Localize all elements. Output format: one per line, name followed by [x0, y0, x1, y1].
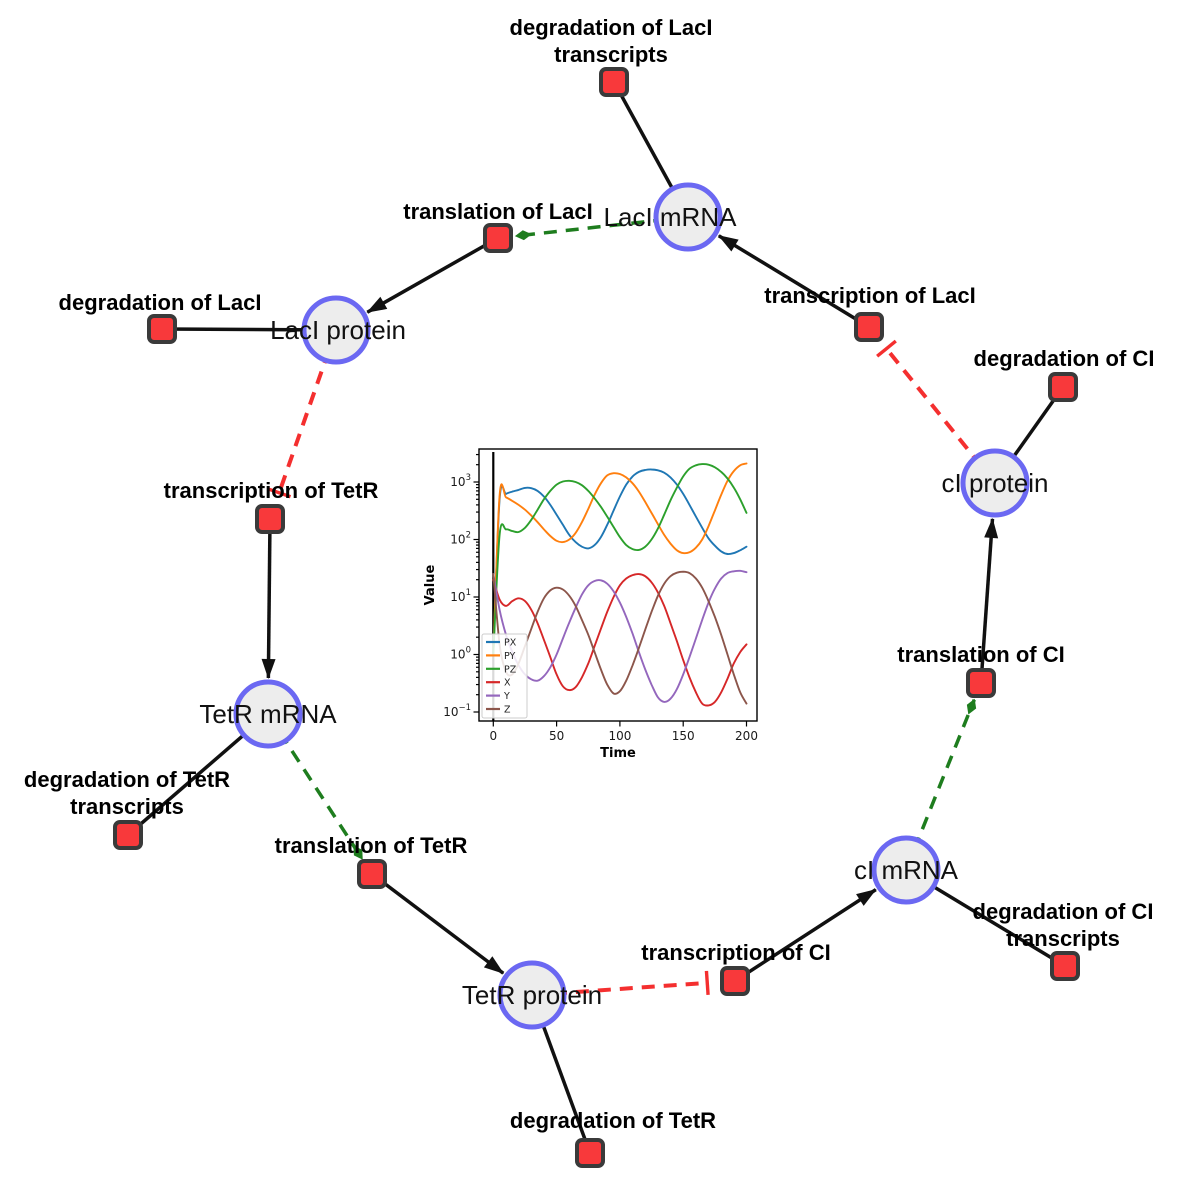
- species-label-laci-protein: LacI protein: [270, 315, 406, 345]
- species-node-laci-mrna[interactable]: [653, 182, 723, 252]
- edge-production-translation-of-laci-to-laci-protein: [366, 236, 499, 314]
- species-node-ci-protein[interactable]: [960, 448, 1030, 518]
- species-label-ci-mrna: cI mRNA: [854, 855, 959, 885]
- reaction-label-degradation-of-laci: degradation of LacI: [59, 290, 262, 315]
- y-tick-label: 100: [450, 646, 471, 662]
- curve-z: [492, 570, 748, 705]
- reaction-label-degradation-of-ci: degradation of CI: [974, 346, 1155, 371]
- species-node-ci-mrna[interactable]: [871, 835, 941, 905]
- reaction-node-transcription-of-tetr[interactable]: [255, 504, 285, 534]
- legend-label-x: X: [504, 678, 511, 689]
- reaction-node-translation-of-ci[interactable]: [966, 668, 996, 698]
- species-label-laci-mrna: LacI mRNA: [604, 202, 738, 232]
- reaction-node-degradation-of-tetr[interactable]: [575, 1138, 605, 1168]
- curve-px: [492, 468, 748, 656]
- reaction-label-transcription-of-tetr: transcription of TetR: [164, 478, 379, 503]
- x-tick-label: 200: [735, 729, 758, 743]
- plot-curves: [492, 462, 748, 707]
- y-tick-label: 103: [450, 473, 471, 489]
- reaction-label-degradation-of-tetr: degradation of TetR: [510, 1108, 716, 1133]
- reaction-node-degradation-of-tetr-transcripts[interactable]: [113, 820, 143, 850]
- legend-label-pz: PZ: [504, 664, 517, 675]
- legend-label-z: Z: [504, 705, 511, 716]
- species-node-tetr-mrna[interactable]: [233, 679, 303, 749]
- reaction-label-degradation-of-ci-transcripts: degradation of CI transcripts: [973, 899, 1154, 951]
- reaction-node-degradation-of-laci-transcripts[interactable]: [599, 67, 629, 97]
- y-tick-label: 101: [450, 588, 471, 604]
- reaction-node-translation-of-laci[interactable]: [483, 223, 513, 253]
- edge-production-transcription-of-laci-to-laci-mrna: [717, 234, 870, 329]
- reaction-node-degradation-of-ci[interactable]: [1048, 372, 1078, 402]
- reaction-label-transcription-of-ci: transcription of CI: [641, 940, 830, 965]
- edge-production-transcription-of-tetr-to-tetr-mrna: [261, 518, 276, 680]
- legend-label-y: Y: [503, 691, 510, 702]
- species-node-laci-protein[interactable]: [301, 295, 371, 365]
- edge-production-translation-of-ci-to-ci-protein: [979, 517, 999, 684]
- x-tick-label: 0: [489, 729, 497, 743]
- reaction-node-transcription-of-laci[interactable]: [854, 312, 884, 342]
- curve-pz: [492, 463, 748, 656]
- axes-frame: [478, 448, 758, 722]
- y-tick-label: 102: [450, 531, 471, 547]
- reaction-label-degradation-of-tetr-transcripts: degradation of TetR transcripts: [24, 767, 230, 819]
- reaction-label-translation-of-ci: translation of CI: [897, 642, 1064, 667]
- species-node-tetr-protein[interactable]: [497, 960, 567, 1030]
- x-tick-label: 50: [549, 729, 564, 743]
- reaction-node-translation-of-tetr[interactable]: [357, 859, 387, 889]
- reaction-node-degradation-of-laci[interactable]: [147, 314, 177, 344]
- x-tick-label: 150: [672, 729, 695, 743]
- y-tick-label: 10−1: [443, 703, 471, 719]
- species-label-ci-protein: cI protein: [942, 468, 1049, 498]
- species-label-tetr-protein: TetR protein: [462, 980, 602, 1010]
- edge-production-transcription-of-ci-to-ci-mrna: [734, 888, 877, 983]
- reaction-label-transcription-of-laci: transcription of LacI: [764, 283, 975, 308]
- reaction-label-translation-of-tetr: translation of TetR: [275, 833, 468, 858]
- x-tick-label: 100: [608, 729, 631, 743]
- edge-production-translation-of-tetr-to-tetr-protein: [370, 872, 505, 975]
- reaction-node-transcription-of-ci[interactable]: [720, 966, 750, 996]
- reaction-nodes-layer: [113, 67, 1080, 1168]
- plot-legend: PX PY PZ XYZ: [481, 633, 528, 719]
- x-axis-label: Time: [600, 746, 636, 761]
- reaction-node-degradation-of-ci-transcripts[interactable]: [1050, 951, 1080, 981]
- reaction-label-translation-of-laci: translation of LacI: [403, 199, 592, 224]
- species-nodes-layer: [233, 182, 1030, 1030]
- reaction-label-degradation-of-laci-transcripts: degradation of LacI transcripts: [510, 15, 713, 67]
- legend-label-py: PY: [504, 651, 516, 662]
- species-label-tetr-mrna: TetR mRNA: [199, 699, 337, 729]
- labels-layer: degradation of LacI transcripts translatio…: [24, 15, 1155, 1133]
- curve-y: [492, 569, 748, 703]
- y-axis-label: Value: [423, 564, 438, 605]
- legend-label-px: PX: [504, 638, 517, 649]
